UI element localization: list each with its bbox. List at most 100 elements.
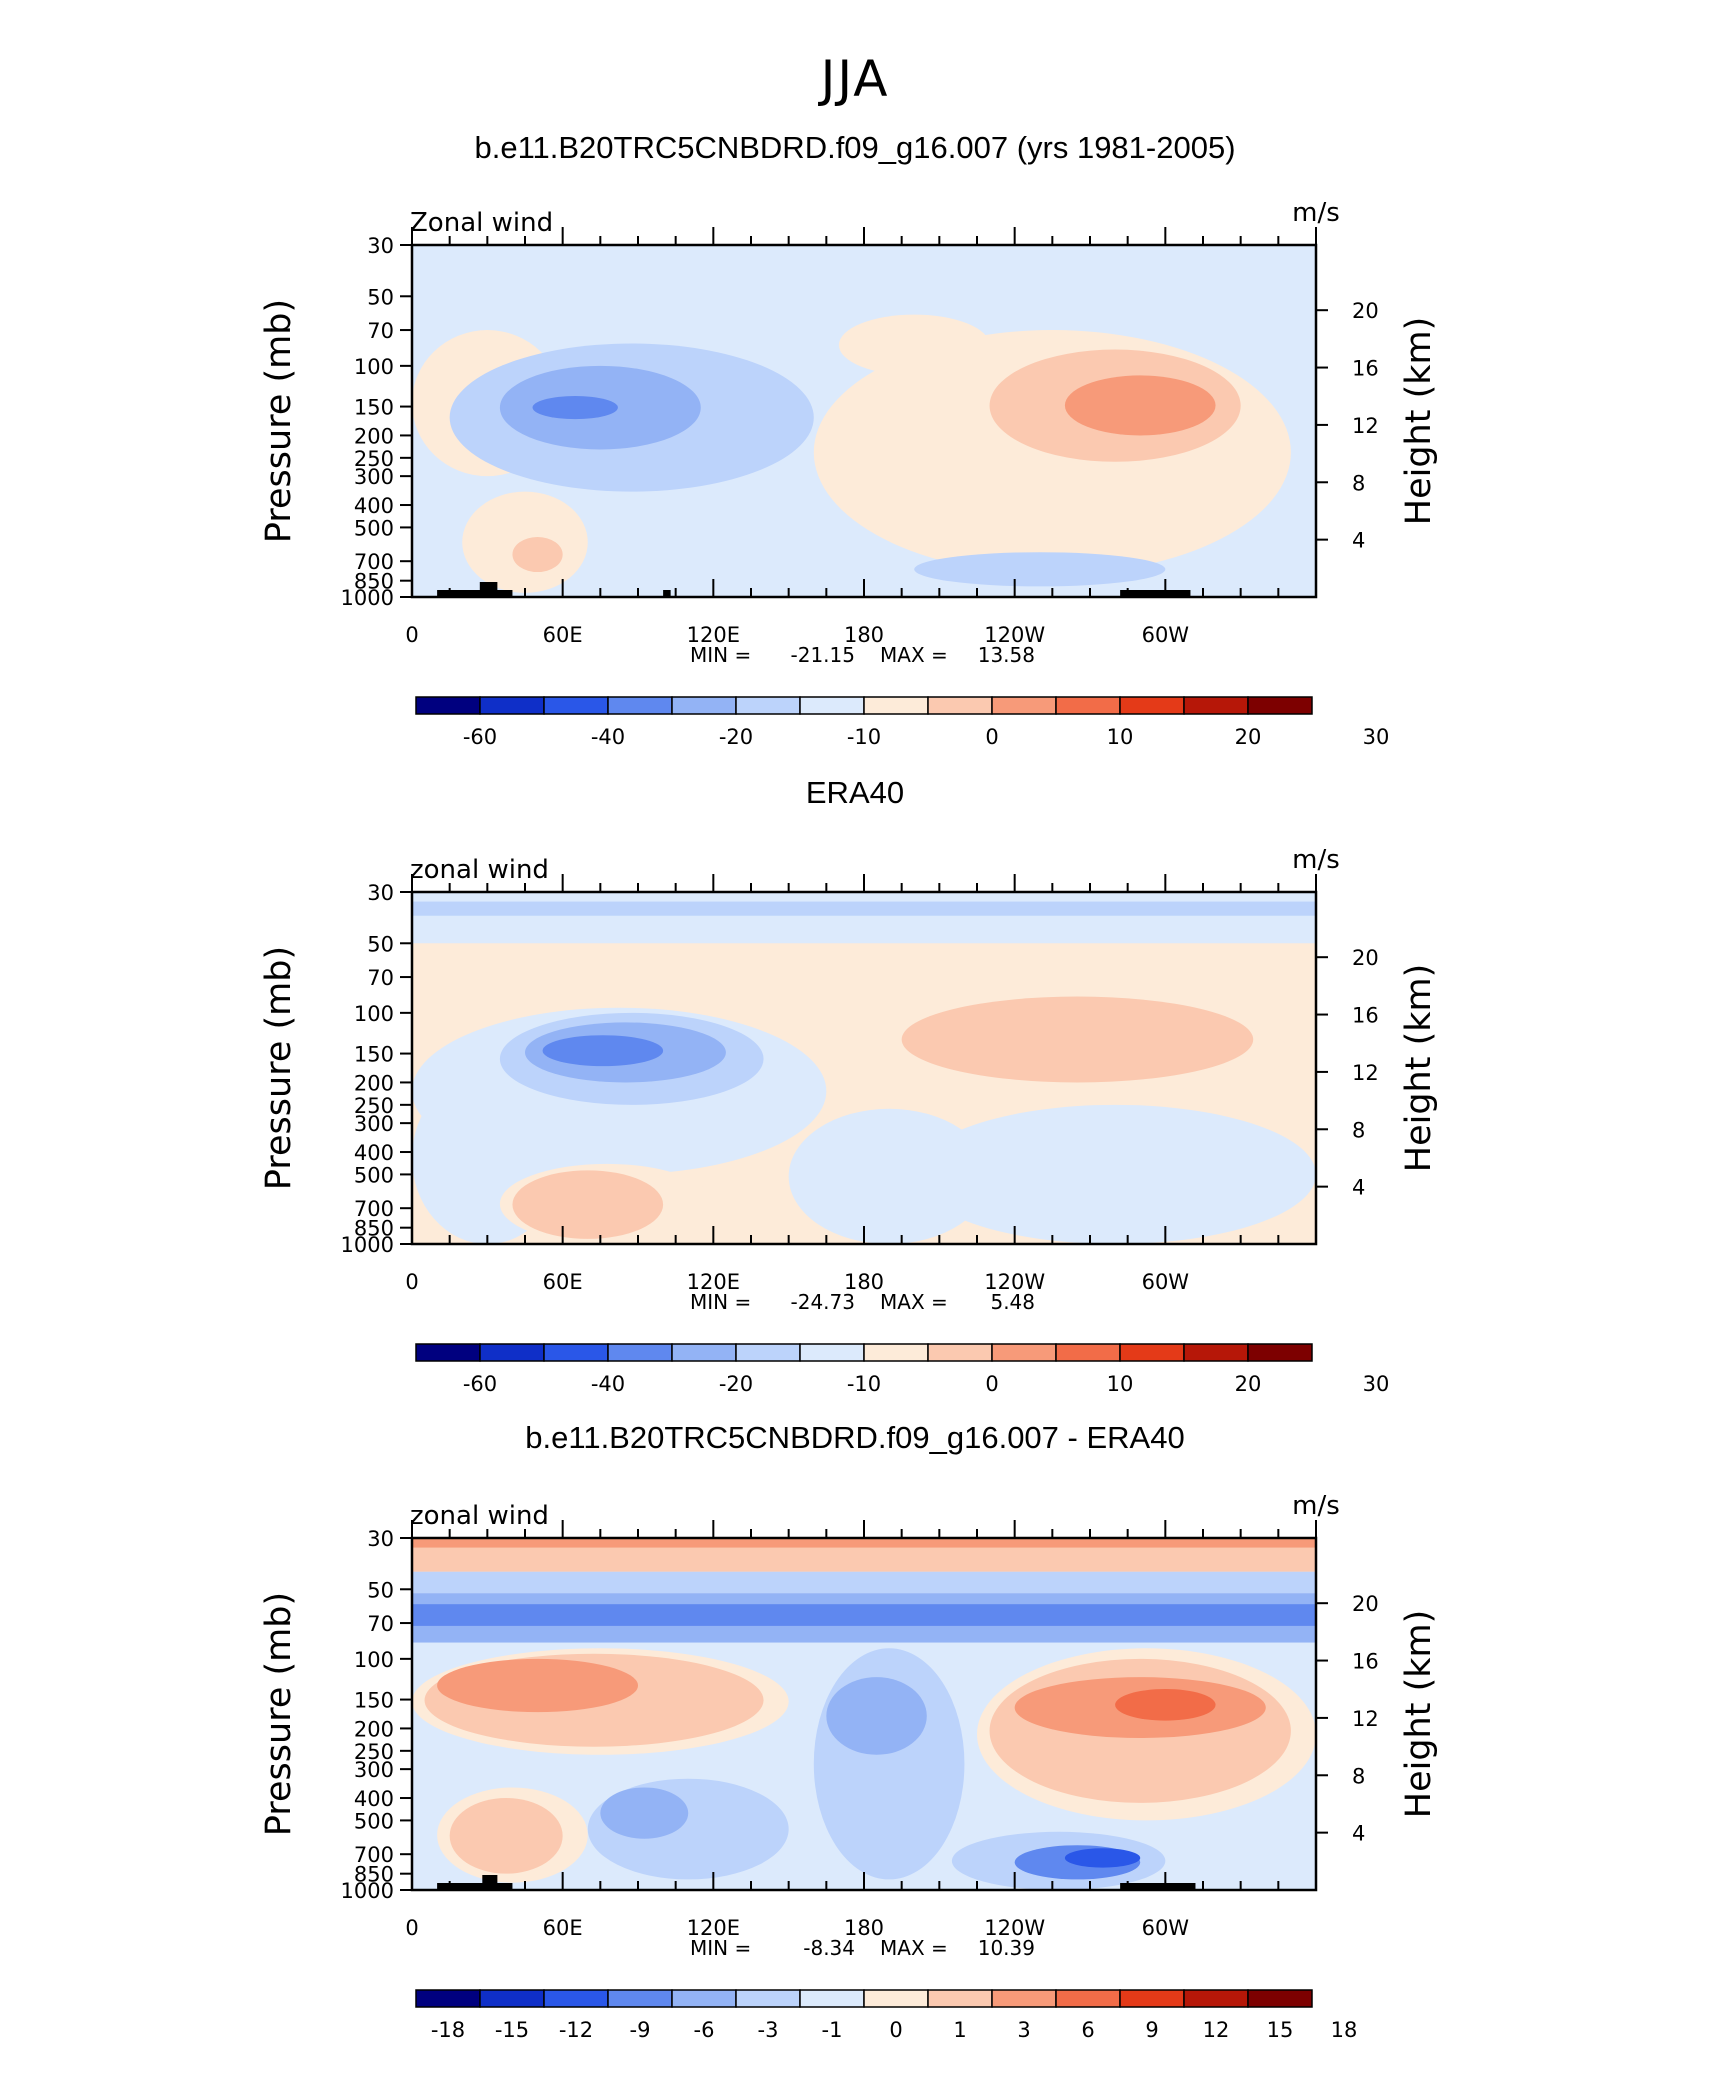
y-tick-label: 500: [354, 1163, 394, 1187]
y-tick-label: 700: [354, 550, 394, 574]
colorbar-label: -1: [822, 2018, 843, 2042]
contour-region: [449, 1798, 563, 1874]
y2-tick-label: 16: [1352, 1004, 1379, 1028]
colorbar-label: -60: [463, 1372, 497, 1396]
plot-field: [412, 1538, 1316, 1890]
y-tick-label: 1000: [341, 1233, 394, 1257]
y-tick-label: 500: [354, 516, 394, 540]
colorbar-label: -60: [463, 725, 497, 749]
units-label: m/s: [1292, 845, 1340, 875]
y-tick-label: 30: [367, 1527, 394, 1551]
contour-region: [826, 1677, 927, 1755]
panel-1: Zonal wind m/s0 60E 120E 180 120W 60W305070100…: [259, 198, 1439, 749]
y-tick-label: 250: [354, 1740, 394, 1764]
stats-max-label: MAX =: [880, 1290, 948, 1314]
colorbar-label: 6: [1081, 2018, 1094, 2042]
x-tick-label: 120E: [687, 623, 740, 647]
contour-band: [412, 901, 1316, 916]
x-tick-label: 120E: [687, 1916, 740, 1940]
colorbar-box: [863, 1989, 929, 2008]
y-axis-label: Pressure (mb): [259, 1592, 299, 1836]
units-label: m/s: [1292, 198, 1340, 228]
colorbar-box: [1055, 1989, 1121, 2008]
stats-min-value: -8.34: [803, 1936, 855, 1960]
y2-tick-label: 4: [1352, 1176, 1365, 1200]
y2-tick-label: 8: [1352, 1118, 1365, 1142]
y-tick-label: 50: [367, 932, 394, 956]
panel-1-title: b.e11.B20TRC5CNBDRD.f09_g16.007 (yrs 198…: [474, 130, 1236, 165]
x-tick-label: 60E: [543, 623, 583, 647]
y2-tick-label: 4: [1352, 1822, 1365, 1846]
x-tick-label: 60W: [1142, 1916, 1190, 1940]
colorbar-box: [607, 696, 673, 715]
land-mask: [663, 590, 671, 597]
colorbar-box: [479, 1989, 545, 2008]
colorbar-box: [479, 696, 545, 715]
y-tick-label: 50: [367, 1578, 394, 1602]
colorbar-box: [991, 1989, 1057, 2008]
y2-tick-label: 12: [1352, 1061, 1379, 1085]
colorbar-box: [1119, 696, 1185, 715]
y2-tick-label: 20: [1352, 946, 1379, 970]
colorbar-label: -20: [719, 1372, 753, 1396]
colorbar-box: [1055, 696, 1121, 715]
contour-region: [512, 536, 563, 573]
figure-title: JJA: [820, 50, 890, 108]
y2-tick-label: 8: [1352, 1764, 1365, 1788]
colorbar-box: [799, 1343, 865, 1362]
y-tick-label: 400: [354, 494, 394, 518]
x-tick-label: 0: [405, 1270, 418, 1294]
land-mask: [482, 1875, 498, 1890]
colorbar-label: 9: [1145, 2018, 1158, 2042]
land-mask: [437, 590, 513, 597]
stats-max-value: 5.48: [990, 1290, 1035, 1314]
colorbar-label: 30: [1363, 1372, 1390, 1396]
contour-region: [600, 1787, 689, 1839]
colorbar-box: [799, 1989, 865, 2008]
panel-2-title: ERA40: [805, 775, 905, 810]
colorbar-box: [543, 696, 609, 715]
colorbar-box: [1247, 696, 1313, 715]
colorbar-label: 10: [1107, 1372, 1134, 1396]
contour-region: [914, 1104, 1316, 1244]
colorbar-box: [1055, 1343, 1121, 1362]
contour-band: [412, 1604, 1316, 1626]
y2-axis-label: Height (km): [1399, 1610, 1439, 1819]
colorbar-label: -3: [758, 2018, 779, 2042]
colorbar-box: [927, 1343, 993, 1362]
colorbar-label: -18: [431, 2018, 465, 2042]
y-tick-label: 250: [354, 1094, 394, 1118]
contour-region: [1064, 375, 1216, 436]
panel-2: zonal wind m/s0 60E 120E 180 120W 60W305070100…: [259, 845, 1439, 1396]
y-tick-label: 300: [354, 1112, 394, 1136]
y-tick-label: 30: [367, 881, 394, 905]
y-tick-label: 1000: [341, 586, 394, 610]
y2-tick-label: 16: [1352, 1650, 1379, 1674]
colorbar-box: [415, 696, 481, 715]
colorbar-label: 0: [985, 1372, 998, 1396]
colorbar-label: 0: [985, 725, 998, 749]
x-tick-label: 180: [844, 1916, 884, 1940]
colorbar-box: [1247, 1989, 1313, 2008]
y-tick-label: 1000: [341, 1879, 394, 1903]
y-tick-label: 70: [367, 966, 394, 990]
y-tick-label: 150: [354, 396, 394, 420]
y-tick-label: 500: [354, 1809, 394, 1833]
contour-region: [1115, 1688, 1216, 1721]
colorbar-label: -10: [847, 725, 881, 749]
y-tick-label: 150: [354, 1689, 394, 1713]
contour-region: [901, 996, 1254, 1083]
colorbar-box: [415, 1343, 481, 1362]
stats-min-value: -24.73: [791, 1290, 855, 1314]
colorbar-box: [607, 1989, 673, 2008]
colorbar-label: -15: [495, 2018, 529, 2042]
stats-min-label: MIN =: [690, 1290, 751, 1314]
colorbar-box: [1183, 1343, 1249, 1362]
colorbar-box: [1247, 1343, 1313, 1362]
y-tick-label: 200: [354, 1717, 394, 1741]
y2-tick-label: 16: [1352, 357, 1379, 381]
stats-min-label: MIN =: [690, 1936, 751, 1960]
colorbar-box: [863, 1343, 929, 1362]
colorbar-box: [991, 1343, 1057, 1362]
colorbar-box: [479, 1343, 545, 1362]
